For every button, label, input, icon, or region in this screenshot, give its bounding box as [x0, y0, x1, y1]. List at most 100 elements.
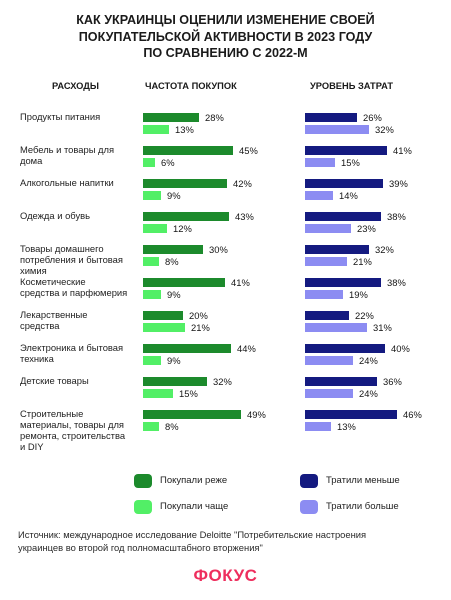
value-label: 15% [179, 388, 198, 399]
value-label: 41% [393, 145, 412, 156]
value-unit: % [247, 343, 255, 354]
legend-item-bought-more: Покупали чаще [134, 500, 228, 514]
value-label: 38% [387, 211, 406, 222]
bar-spent-less [305, 410, 397, 419]
legend-item-spent-less: Тратили меньше [300, 474, 400, 488]
value-number: 9 [167, 289, 172, 300]
value-number: 22 [355, 310, 365, 321]
value-label: 24% [359, 388, 378, 399]
value-number: 42 [233, 178, 243, 189]
value-unit: % [170, 256, 178, 267]
value-number: 21 [353, 256, 363, 267]
value-unit: % [369, 388, 377, 399]
legend-label: Покупали реже [160, 475, 228, 486]
value-label: 31% [373, 322, 392, 333]
value-number: 21 [191, 322, 201, 333]
value-number: 30 [209, 244, 219, 255]
legend-swatch-bought-less [134, 474, 152, 488]
value-unit: % [223, 376, 231, 387]
value-label: 42% [233, 178, 252, 189]
value-label: 14% [339, 190, 358, 201]
bar-spent-less [305, 212, 381, 221]
bar-bought-more [143, 158, 155, 167]
bar-bought-less [143, 344, 231, 353]
value-label: 40% [391, 343, 410, 354]
column-header-purchase-frequency: ЧАСТОТА ПОКУПОК [145, 81, 237, 91]
value-label: 19% [349, 289, 368, 300]
bar-spent-more [305, 389, 353, 398]
value-label: 12% [173, 223, 192, 234]
value-unit: % [397, 277, 405, 288]
value-number: 8 [165, 256, 170, 267]
value-label: 46% [403, 409, 422, 420]
value-label: 44% [237, 343, 256, 354]
category-label: Лекарственные средства [20, 309, 88, 331]
value-number: 14 [339, 190, 349, 201]
bar-bought-less [143, 179, 227, 188]
value-unit: % [385, 124, 393, 135]
value-number: 46 [403, 409, 413, 420]
value-number: 31 [373, 322, 383, 333]
bar-bought-less [143, 278, 225, 287]
value-number: 8 [165, 421, 170, 432]
value-unit: % [393, 376, 401, 387]
category-label: Одежда и обувь [20, 210, 90, 221]
value-number: 24 [359, 355, 369, 366]
legend-swatch-bought-more [134, 500, 152, 514]
value-unit: % [347, 421, 355, 432]
value-unit: % [243, 178, 251, 189]
value-number: 45 [239, 145, 249, 156]
bar-spent-less [305, 179, 383, 188]
value-unit: % [172, 289, 180, 300]
value-number: 38 [387, 277, 397, 288]
value-label: 38% [387, 277, 406, 288]
bar-spent-less [305, 311, 349, 320]
category-label: Алкогольные напитки [20, 177, 114, 188]
value-number: 15 [179, 388, 189, 399]
value-unit: % [399, 178, 407, 189]
bar-spent-more [305, 224, 351, 233]
value-unit: % [359, 289, 367, 300]
bar-spent-less [305, 113, 357, 122]
value-unit: % [215, 112, 223, 123]
bar-spent-less [305, 146, 387, 155]
legend-label: Покупали чаще [160, 501, 229, 512]
value-label: 13% [337, 421, 356, 432]
value-number: 23 [357, 223, 367, 234]
value-label: 8% [165, 421, 179, 432]
value-number: 32 [375, 244, 385, 255]
bar-bought-more [143, 125, 169, 134]
value-unit: % [363, 256, 371, 267]
value-number: 32 [213, 376, 223, 387]
value-label: 36% [383, 376, 402, 387]
focus-logo: ФОКУС [193, 566, 258, 585]
value-number: 19 [349, 289, 359, 300]
value-unit: % [413, 409, 421, 420]
value-label: 9% [167, 355, 181, 366]
bar-bought-more [143, 191, 161, 200]
value-number: 36 [383, 376, 393, 387]
value-label: 32% [213, 376, 232, 387]
value-unit: % [166, 157, 174, 168]
bar-spent-less [305, 344, 385, 353]
bar-spent-more [305, 158, 335, 167]
category-label: Детские товары [20, 375, 89, 386]
value-label: 8% [165, 256, 179, 267]
category-label: Мебель и товары для дома [20, 144, 115, 166]
value-label: 21% [353, 256, 372, 267]
value-label: 9% [167, 289, 181, 300]
value-label: 6% [161, 157, 175, 168]
value-unit: % [170, 421, 178, 432]
legend-swatch-spent-more [300, 500, 318, 514]
value-unit: % [172, 355, 180, 366]
value-unit: % [201, 322, 209, 333]
value-unit: % [219, 244, 227, 255]
value-label: 39% [389, 178, 408, 189]
value-number: 38 [387, 211, 397, 222]
value-label: 30% [209, 244, 228, 255]
value-number: 20 [189, 310, 199, 321]
bar-spent-more [305, 323, 367, 332]
value-unit: % [189, 388, 197, 399]
